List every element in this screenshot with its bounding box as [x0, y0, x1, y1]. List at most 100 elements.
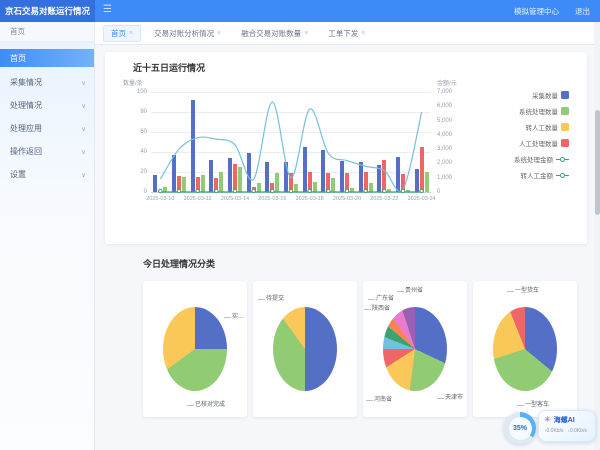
y-axis-right-tick: 1,000 — [437, 174, 453, 181]
gridline — [151, 92, 431, 93]
legend-label: 系统处理金额 — [514, 157, 553, 164]
y-axis-left-tick: 60 — [140, 129, 147, 135]
y-axis-right-tick: 7,000 — [437, 89, 453, 95]
pie-card-2: 天津市 河南省 陕西省 广东省 贵州省 — [363, 281, 467, 417]
scrollbar-thumb[interactable] — [594, 110, 600, 215]
ai-assistant-widget[interactable]: ✳ 海螺AI ↑0.0Kb/s ↓0.0Kb/s — [538, 410, 596, 442]
tab-label: 工单下发 — [328, 28, 359, 38]
bar-group — [190, 100, 205, 192]
bar-人工处理数量 — [177, 176, 181, 192]
sidebar-item-5[interactable]: 设置 ∨ — [0, 163, 94, 186]
bar-group — [265, 162, 280, 192]
y-axis-left-tick: 100 — [136, 89, 147, 95]
pie-card-1: 待提交 — [253, 281, 357, 417]
bar-人工处理数量 — [345, 173, 349, 192]
tab-close-icon[interactable]: × — [304, 29, 309, 37]
tab-close-icon[interactable]: × — [217, 29, 222, 37]
legend-line-icon — [556, 172, 569, 178]
tab-close-icon[interactable]: × — [361, 29, 366, 37]
bar-group — [284, 162, 298, 192]
tab-label: 首页 — [111, 28, 126, 38]
bar-人工处理数量 — [289, 173, 293, 192]
run-chart: 数量/条 金额/元 100 80 60 40 20 0 7,000 6,000 5,000 4,000… — [115, 78, 577, 228]
bar-人工处理数量 — [401, 174, 405, 192]
x-axis-tick-label: 2025-03-14 — [220, 196, 250, 202]
legend-item-2[interactable]: 转人工数量 — [473, 122, 569, 132]
bar-系统处理数量 — [294, 184, 298, 192]
sidebar-group-label[interactable]: 首页 — [0, 22, 94, 42]
sidebar-item-label: 首页 — [10, 53, 26, 63]
legend-swatch — [561, 107, 569, 115]
bar-group — [209, 160, 224, 192]
bar-人工处理数量 — [382, 160, 387, 192]
line-series-layer — [158, 101, 424, 194]
pie-label: 待提交 — [258, 293, 284, 302]
x-axis-tick-label: 2025-03-18 — [295, 196, 324, 202]
sidebar-item-4[interactable]: 操作返回 ∨ — [0, 140, 94, 163]
bar-系统处理数量 — [387, 189, 392, 192]
y-axis-right-name: 金额/元 — [437, 81, 457, 87]
bar-group — [377, 160, 392, 192]
pie-label: 广东省 — [368, 293, 394, 302]
sidebar-item-3[interactable]: 处理应用 ∨ — [0, 117, 94, 140]
sidebar-item-label: 操作返回 — [10, 147, 42, 156]
scrollbar-track — [594, 22, 600, 450]
hamburger-icon[interactable]: ☰ — [103, 4, 112, 15]
bar-采集数量 — [246, 153, 251, 192]
pie-label: 天津市 — [437, 392, 463, 401]
sidebar-item-0[interactable]: 首页 — [0, 49, 94, 67]
legend-item-1[interactable]: 系统处理数量 — [473, 106, 569, 116]
chart-legend: 采集数量系统处理数量转人工数量人工处理数量系统处理金额转人工金额 — [473, 90, 569, 180]
legend-item-5[interactable]: 转人工金额 — [473, 170, 569, 180]
main-content: 近十五日运行情况 数量/条 金额/元 100 80 60 40 20 0 7,000 6,000 5… — [95, 45, 600, 450]
tab-3[interactable]: 工单下发 × — [321, 25, 372, 42]
chevron-down-icon: ∨ — [81, 148, 86, 156]
y-axis-left-tick: 20 — [140, 169, 147, 175]
logout-link[interactable]: 退出 — [575, 6, 590, 16]
x-axis-tick-label: 2025-03-16 — [258, 196, 287, 202]
bar-人工处理数量 — [363, 172, 368, 192]
legend-item-3[interactable]: 人工处理数量 — [473, 138, 569, 148]
legend-swatch — [561, 139, 569, 147]
memory-gauge-widget[interactable]: 35% — [504, 412, 536, 444]
x-axis-tick-label: 2025-03-24 — [407, 196, 436, 202]
tab-0[interactable]: 首页 × — [103, 24, 142, 42]
sidebar-item-label: 设置 — [10, 170, 26, 179]
tab-1[interactable]: 交易对账分析情况 × — [147, 25, 228, 42]
legend-label: 人工处理数量 — [519, 141, 558, 148]
pie-chart-0 — [163, 307, 227, 391]
bar-系统处理数量 — [350, 188, 354, 192]
y-axis-left-tick: 80 — [140, 109, 147, 115]
bar-人工处理数量 — [419, 147, 424, 192]
legend-item-0[interactable]: 采集数量 — [473, 90, 569, 100]
y-axis-right-tick: 2,000 — [437, 160, 453, 167]
bar-采集数量 — [190, 100, 195, 192]
legend-item-4[interactable]: 系统处理金额 — [473, 154, 569, 164]
bar-group — [396, 157, 410, 192]
y-axis-left-tick: 40 — [140, 149, 147, 155]
bar-group — [302, 147, 317, 192]
sidebar-item-2[interactable]: 处理情况 ∨ — [0, 94, 94, 117]
gridline — [151, 132, 431, 133]
chevron-down-icon: ∨ — [81, 125, 86, 133]
chevron-down-icon: ∨ — [81, 171, 86, 179]
tab-close-icon[interactable]: × — [129, 29, 134, 37]
tab-2[interactable]: 融合交易对账数量 × — [234, 25, 315, 42]
legend-label: 系统处理数量 — [519, 109, 558, 116]
upload-speed: ↑0.0Kb/s — [544, 428, 564, 434]
pie-label: 实… — [224, 311, 244, 320]
bar-group — [228, 158, 242, 192]
pie-chart-3 — [493, 307, 557, 391]
bar-group — [321, 150, 336, 192]
tab-label: 交易对账分析情况 — [154, 28, 215, 38]
x-axis-tick-label: 2025-03-10 — [146, 196, 175, 202]
bar-人工处理数量 — [214, 178, 219, 192]
legend-line-icon — [556, 156, 569, 162]
pie-chart-1 — [273, 307, 337, 391]
y-axis-right-tick: 5,000 — [437, 117, 453, 124]
sidebar-item-1[interactable]: 采集情况 ∨ — [0, 71, 94, 94]
sidebar-item-label: 处理应用 — [10, 124, 42, 133]
pie-label: 河南省 — [366, 394, 392, 403]
pie-card-3: 一型客车 一型货车 — [473, 281, 577, 417]
admin-center-link[interactable]: 模拟管理中心 — [514, 6, 559, 16]
